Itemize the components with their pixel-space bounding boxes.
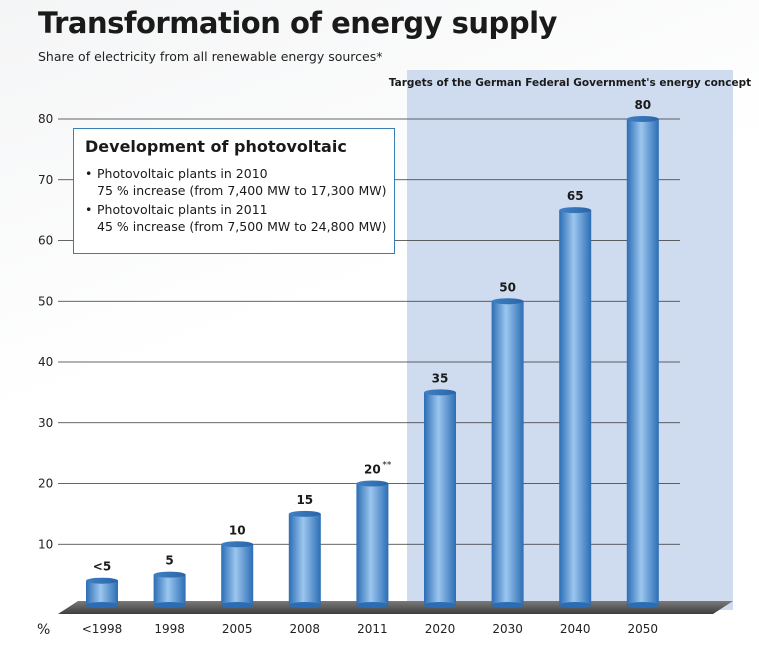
bar-base <box>221 602 254 608</box>
bar-top <box>559 207 592 214</box>
info-item: • Photovoltaic plants in 2010 75 % incre… <box>85 165 387 199</box>
bar-body <box>153 574 186 605</box>
x-tick-label: 2005 <box>222 622 253 636</box>
y-tick-label: 60 <box>38 234 53 248</box>
data-label: 65 <box>567 189 584 203</box>
bar <box>559 207 592 608</box>
x-axis: <1998 1998 2005 2008 2011 2020 2030 2040 2050 <box>82 622 658 636</box>
data-label: 80 <box>634 98 651 112</box>
data-label: 35 <box>432 371 449 385</box>
x-tick-label: <1998 <box>82 622 123 636</box>
bar-base <box>288 602 321 608</box>
bars <box>86 116 659 608</box>
y-unit-label: % <box>37 622 50 638</box>
bar-body <box>356 483 389 605</box>
x-tick-label: 2030 <box>492 622 523 636</box>
bar-body <box>86 580 118 605</box>
bar-base <box>356 602 389 608</box>
bar <box>221 541 254 608</box>
chart-title: Transformation of energy supply <box>38 6 557 40</box>
bar <box>424 389 456 608</box>
bar-top <box>221 541 254 548</box>
bar-base <box>626 602 659 608</box>
bar-base <box>424 602 456 608</box>
x-tick-label: 2020 <box>425 622 456 636</box>
bar-base <box>86 602 118 608</box>
y-tick-label: 80 <box>38 112 53 126</box>
info-item-title: Photovoltaic plants in 2011 <box>97 202 268 217</box>
data-label: 10 <box>229 523 246 537</box>
data-label-footnote: ** <box>382 461 392 471</box>
bar-body <box>626 119 659 605</box>
data-labels: <5 5 10 15 20 ** 35 50 65 80 <box>93 98 651 574</box>
data-label: 50 <box>499 280 516 294</box>
bar-top <box>288 510 321 517</box>
bar <box>356 480 389 608</box>
chart-subtitle: Share of electricity from all renewable … <box>38 49 383 64</box>
bar-top <box>626 116 659 122</box>
x-tick-label: 1998 <box>154 622 185 636</box>
y-tick-label: 40 <box>38 355 53 369</box>
bullet-icon: • <box>85 202 93 217</box>
y-tick-label: 70 <box>38 173 53 187</box>
info-item-detail: 45 % increase (from 7,500 MW to 24,800 M… <box>97 219 387 234</box>
bar-body <box>221 544 254 605</box>
x-tick-label: 2011 <box>357 622 388 636</box>
data-label: 5 <box>165 554 173 568</box>
bar-base <box>491 602 524 608</box>
bar-body <box>559 210 592 605</box>
y-tick-label: 10 <box>38 537 53 551</box>
x-tick-label: 2050 <box>628 622 659 636</box>
bar-body <box>288 513 321 605</box>
bullet-icon: • <box>85 166 93 181</box>
data-label: 15 <box>296 493 313 507</box>
info-box-heading: Development of photovoltaic <box>85 137 347 156</box>
target-region-label: Targets of the German Federal Government… <box>389 77 751 89</box>
y-tick-label: 30 <box>38 416 53 430</box>
bar-body <box>491 301 524 605</box>
bar-top <box>356 480 389 487</box>
y-tick-label: 50 <box>38 294 53 308</box>
data-label: 20 <box>364 463 381 477</box>
data-label: <5 <box>93 560 111 574</box>
bar <box>491 298 524 608</box>
bar-base <box>559 602 592 608</box>
bar <box>86 577 118 608</box>
bar-base <box>153 602 186 608</box>
bar-top <box>424 389 456 396</box>
bar <box>626 116 659 608</box>
bar <box>153 571 186 608</box>
bar-top <box>153 571 186 578</box>
y-tick-label: 20 <box>38 477 53 491</box>
info-item-title: Photovoltaic plants in 2010 <box>97 166 268 181</box>
info-item: • Photovoltaic plants in 2011 45 % incre… <box>85 201 387 235</box>
x-tick-label: 2008 <box>290 622 321 636</box>
bar-top <box>86 577 118 584</box>
photovoltaic-info-box: Development of photovoltaic • Photovolta… <box>73 128 395 254</box>
bar <box>288 510 321 608</box>
x-tick-label: 2040 <box>560 622 591 636</box>
bar-top <box>491 298 524 305</box>
y-axis: 10 20 30 40 50 60 70 80% <box>37 112 53 638</box>
bar-body <box>424 392 456 605</box>
info-item-detail: 75 % increase (from 7,400 MW to 17,300 M… <box>97 183 387 198</box>
